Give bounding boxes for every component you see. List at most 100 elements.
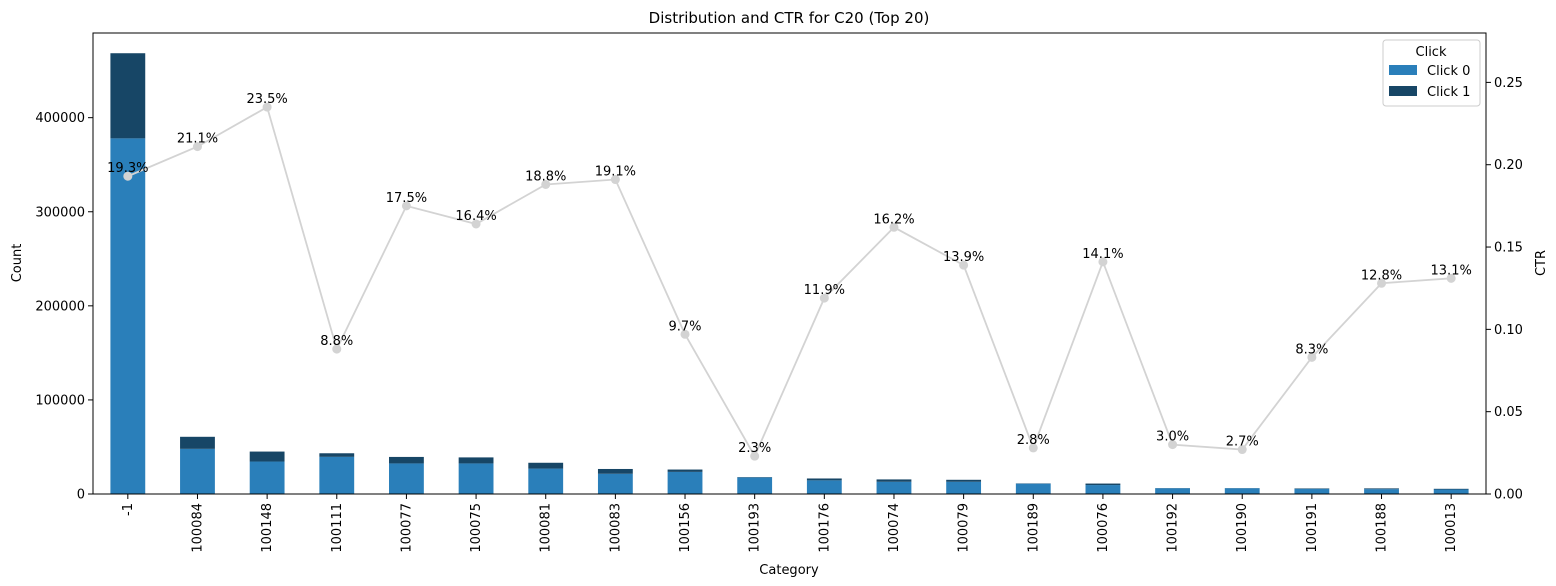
ctr-point-100192 bbox=[1168, 440, 1178, 450]
chart-title: Distribution and CTR for C20 (Top 20) bbox=[649, 9, 930, 27]
y-tick-label-200000: 200000 bbox=[35, 299, 85, 314]
x-tick-label--1: -1 bbox=[121, 503, 136, 516]
y-tick-label-0: 0 bbox=[77, 488, 85, 503]
bar-100193-click-0 bbox=[737, 477, 773, 494]
bar-100192-click-0 bbox=[1155, 488, 1190, 494]
legend-swatch-click-0 bbox=[1389, 65, 1417, 75]
x-tick-label-100075: 100075 bbox=[469, 503, 484, 553]
bar-100188-click-1 bbox=[1364, 488, 1399, 490]
bar-100013-click-0 bbox=[1433, 489, 1469, 494]
y2-axis: 0.00 0.05 0.10 0.15 0.20 0.25 bbox=[1486, 76, 1523, 503]
x-tick-label-100156: 100156 bbox=[678, 503, 693, 553]
legend: Click Click 0 Click 1 bbox=[1382, 39, 1481, 107]
y-tick-label-100000: 100000 bbox=[35, 393, 85, 408]
bar-100083-click-0 bbox=[597, 473, 633, 494]
ctr-label-100111: 8.8% bbox=[320, 334, 353, 349]
x-tick-label-100191: 100191 bbox=[1305, 503, 1320, 553]
x-tick-label-100189: 100189 bbox=[1026, 503, 1041, 553]
ctr-label-100084: 21.1% bbox=[177, 132, 218, 147]
x-tick-label-100076: 100076 bbox=[1096, 503, 1111, 553]
bar-100076-click-0 bbox=[1085, 485, 1121, 494]
bar-100148-click-0 bbox=[249, 461, 285, 494]
bars-group bbox=[110, 53, 1469, 494]
ctr-label-100156: 9.7% bbox=[669, 319, 702, 334]
ctr-label-100077: 17.5% bbox=[386, 191, 427, 206]
ctr-point-100191 bbox=[1307, 352, 1317, 362]
bar-100013-click-1 bbox=[1433, 488, 1469, 490]
ctr-point--1 bbox=[123, 171, 133, 181]
legend-label-click-0: Click 0 bbox=[1427, 64, 1470, 79]
ctr-point-100013 bbox=[1446, 273, 1456, 283]
ctr-label-100188: 12.8% bbox=[1361, 268, 1402, 283]
y2-axis-title: CTR bbox=[1534, 250, 1549, 276]
x-axis: -1 100084 100148 100111 100077 100075 100081 10… bbox=[121, 494, 1459, 553]
bar-100084-click-1 bbox=[180, 436, 215, 449]
x-tick-label-100079: 100079 bbox=[957, 503, 972, 553]
bar-100077-click-0 bbox=[389, 463, 424, 494]
bar-100156-click-0 bbox=[667, 471, 703, 494]
ctr-label-100148: 23.5% bbox=[246, 92, 287, 107]
bar-100074-click-0 bbox=[876, 481, 912, 494]
x-tick-label-100148: 100148 bbox=[260, 503, 275, 553]
x-tick-label-100190: 100190 bbox=[1235, 503, 1250, 553]
legend-label-click-1: Click 1 bbox=[1427, 85, 1470, 100]
y2-tick-label-0.05: 0.05 bbox=[1494, 405, 1523, 420]
ctr-point-100081 bbox=[541, 179, 551, 189]
ctr-point-100188 bbox=[1377, 278, 1387, 288]
bar-100075-click-1 bbox=[458, 457, 494, 464]
y-axis: 0 100000 200000 300000 400000 bbox=[35, 111, 93, 503]
bar-100083-click-1 bbox=[597, 468, 633, 474]
ctr-point-100189 bbox=[1028, 443, 1038, 453]
ctr-point-100075 bbox=[471, 219, 481, 229]
ctr-label-100191: 8.3% bbox=[1295, 342, 1328, 357]
bar-100075-click-0 bbox=[458, 463, 494, 494]
y2-tick-label-0.10: 0.10 bbox=[1494, 323, 1523, 338]
y2-tick-label-0.00: 0.00 bbox=[1494, 488, 1523, 503]
ctr-point-100148 bbox=[262, 102, 272, 112]
bar--1-click-0 bbox=[110, 138, 146, 494]
x-tick-label-100013: 100013 bbox=[1444, 503, 1459, 553]
y2-tick-label-0.20: 0.20 bbox=[1494, 158, 1523, 173]
bar-100081-click-1 bbox=[528, 462, 564, 469]
bar-100084-click-0 bbox=[180, 448, 215, 494]
bar-100189-click-0 bbox=[1015, 483, 1051, 494]
bar--1-click-1 bbox=[110, 53, 146, 139]
x-tick-label-100192: 100192 bbox=[1166, 503, 1181, 553]
bar-100074-click-1 bbox=[876, 479, 912, 482]
bar-100191-click-0 bbox=[1294, 488, 1330, 494]
y2-tick-label-0.25: 0.25 bbox=[1494, 76, 1523, 91]
x-tick-label-100074: 100074 bbox=[887, 503, 902, 553]
bar-100079-click-0 bbox=[946, 481, 982, 494]
ctr-label-100176: 11.9% bbox=[804, 283, 845, 298]
ctr-label-100192: 3.0% bbox=[1156, 430, 1189, 445]
bar-100190-click-0 bbox=[1224, 488, 1260, 494]
ctr-point-100190 bbox=[1237, 445, 1247, 455]
ctr-line-group: 19.3% 21.1% 23.5% 8.8% 17.5% 16.4% 18.8% 19.1% 9… bbox=[107, 92, 1472, 461]
ctr-label-100083: 19.1% bbox=[595, 165, 636, 180]
ctr-label-100079: 13.9% bbox=[943, 250, 984, 265]
ctr-label-100075: 16.4% bbox=[455, 209, 496, 224]
bar-100081-click-0 bbox=[528, 468, 564, 494]
ctr-point-100193 bbox=[750, 451, 760, 461]
x-tick-label-100193: 100193 bbox=[748, 503, 763, 553]
x-tick-label-100176: 100176 bbox=[817, 503, 832, 553]
bar-100188-click-0 bbox=[1364, 489, 1399, 494]
bar-100176-click-0 bbox=[806, 480, 842, 494]
legend-swatch-click-1 bbox=[1389, 86, 1417, 96]
x-tick-label-100083: 100083 bbox=[608, 503, 623, 553]
ctr-point-100111 bbox=[332, 344, 342, 354]
y2-tick-label-0.15: 0.15 bbox=[1494, 241, 1523, 256]
ctr-point-100156 bbox=[680, 329, 690, 339]
bar-100111-click-1 bbox=[319, 453, 355, 457]
ctr-point-100083 bbox=[610, 175, 620, 185]
bar-100079-click-1 bbox=[946, 479, 982, 482]
y-tick-label-300000: 300000 bbox=[35, 205, 85, 220]
bar-100076-click-1 bbox=[1085, 483, 1121, 486]
ctr-label-100193: 2.3% bbox=[738, 441, 771, 456]
ctr-point-100074 bbox=[889, 222, 899, 232]
ctr-line bbox=[127, 105, 1452, 459]
y-axis-title: Count bbox=[10, 244, 25, 283]
ctr-point-100079 bbox=[959, 260, 969, 270]
bar-100111-click-0 bbox=[319, 456, 355, 494]
